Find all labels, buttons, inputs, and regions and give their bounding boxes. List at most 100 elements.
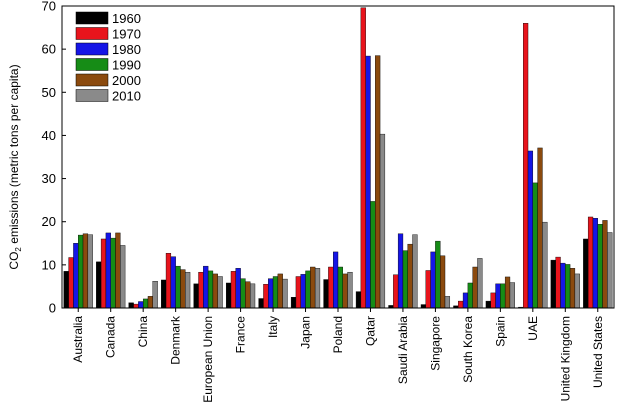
x-tick-label-japan: Japan [299,316,313,349]
bar-china-1990 [142,298,149,309]
x-tick-label-australia: Australia [71,316,85,363]
bar-denmark-2000 [180,269,186,309]
x-tick-label-china: China [136,316,150,348]
bar-spain-1960 [485,300,491,309]
bar-south-korea-2010 [477,258,483,309]
bar-denmark-1980 [170,256,176,309]
bar-spain-2000 [504,276,511,309]
bar-italy-1960 [258,298,264,309]
bar-uae-2010 [542,221,548,309]
bar-qatar-2010 [379,133,386,309]
bar-singapore-2000 [440,255,446,309]
x-tick-label-united-states: United States [591,316,605,388]
bar-united-kingdom-1970 [555,256,561,309]
bar-singapore-1970 [425,270,431,309]
bar-uae-1990 [532,182,538,309]
axes-layer: 0 10 20 30 40 50 60 70 Australia Canada China Denma… [42,0,615,403]
legend-label-2010: 2010 [112,89,141,104]
bar-australia-1990 [78,234,84,309]
bar-spain-2010 [509,282,515,309]
bar-canada-1970 [100,238,107,309]
bar-china-1980 [138,301,144,309]
bar-denmark-2010 [185,271,191,309]
y-tick-label-0: 0 [49,301,56,316]
bar-uae-1970 [523,23,529,309]
bar-singapore-2010 [444,296,451,309]
bar-denmark-1970 [165,253,172,309]
bar-canada-1960 [96,261,102,309]
bar-united-kingdom-1990 [565,264,571,309]
bar-saudi-arabia-1980 [397,233,404,309]
bar-denmark-1990 [175,265,181,309]
bar-south-korea-1990 [467,282,473,309]
bar-japan-1990 [305,270,311,309]
bar-european-union-2010 [217,276,223,309]
legend-swatch-1970 [75,27,109,40]
bar-denmark-1960 [161,279,167,309]
bar-saudi-arabia-1970 [393,274,399,309]
bar-qatar-1990 [370,201,376,309]
bar-italy-1990 [272,276,279,309]
bars-layer [63,7,613,309]
bar-china-1970 [133,303,139,309]
x-tick-label-denmark: Denmark [169,315,183,365]
legend-swatch-1990 [75,58,109,71]
y-tick-label-10: 10 [42,257,56,272]
bar-united-states-1990 [597,224,603,309]
x-tick-label-canada: Canada [104,316,118,358]
legend-label-1980: 1980 [112,42,141,57]
legend-label-1970: 1970 [112,27,141,42]
y-tick-label-50: 50 [42,85,56,100]
bar-united-kingdom-2000 [569,268,576,309]
bar-australia-2000 [82,233,89,309]
bar-italy-1970 [263,284,269,309]
bar-united-states-1980 [592,218,598,309]
bar-united-kingdom-1960 [550,259,556,309]
bar-european-union-1980 [203,265,209,309]
bar-poland-1970 [328,266,334,309]
bar-singapore-1990 [435,240,441,309]
bar-poland-1960 [323,279,329,309]
bar-australia-1970 [68,257,74,309]
bar-united-states-1970 [587,216,594,309]
y-axis-label: CO2 emissions (metric tons per capita) [7,64,23,269]
bar-uae-1980 [527,150,534,309]
legend-label-1960: 1960 [112,11,141,26]
y-tick-label-40: 40 [42,128,56,143]
bar-canada-1990 [110,237,116,309]
y-tick-label-70: 70 [42,0,56,14]
x-tick-label-italy: Italy [266,316,280,338]
x-tick-label-saudi-arabia: Saudi Arabia [396,316,410,384]
bar-italy-2000 [277,273,283,309]
x-tick-label-france: France [234,316,248,354]
x-tick-label-poland: Poland [331,316,345,353]
legend-label-2000: 2000 [112,73,141,88]
bar-poland-2000 [342,273,348,309]
bar-australia-1960 [63,271,69,309]
bar-saudi-arabia-1990 [402,250,408,309]
x-tick-label-uae: UAE [526,316,540,341]
x-tick-label-qatar: Qatar [363,316,377,346]
bar-france-2010 [249,283,256,309]
bar-canada-2010 [120,245,126,309]
bar-european-union-1970 [198,271,204,309]
x-tick-label-european-union: European Union [201,316,215,403]
legend-swatch-1980 [75,42,109,56]
bar-european-union-2000 [212,273,218,309]
bar-japan-1970 [295,276,301,309]
bar-qatar-1960 [355,291,362,309]
bar-japan-2010 [314,268,321,309]
bar-canada-2000 [115,232,121,309]
bar-china-1960 [128,302,134,309]
bar-japan-1980 [300,274,306,309]
legend-swatch-2010 [75,89,109,102]
bar-italy-1980 [268,278,274,309]
bar-france-1960 [225,282,232,309]
bar-australia-2010 [87,234,93,309]
bar-singapore-1980 [430,251,436,309]
y-tick-label-30: 30 [42,171,56,186]
x-tick-label-united-kingdom: United Kingdom [558,316,572,401]
x-tick-label-singapore: Singapore [428,316,442,371]
